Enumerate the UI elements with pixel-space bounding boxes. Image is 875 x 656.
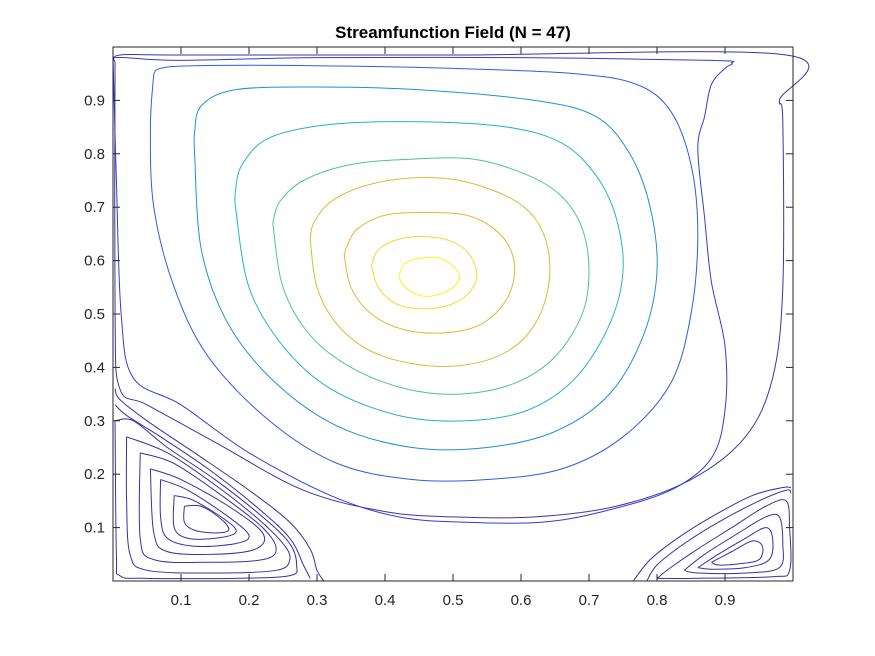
- primary-contour-line: [193, 86, 658, 451]
- contour-lines: [112, 51, 810, 582]
- bottom-right-contour-line: [656, 499, 792, 579]
- x-tick-labels: 0.1 0.2 0.3 0.4 0.5 0.6 0.7 0.8 0.9: [171, 592, 736, 609]
- bottom-right-contour-line: [683, 513, 784, 574]
- axes-box: [112, 46, 794, 582]
- y-tick-label: 0.5: [84, 306, 105, 323]
- y-tick-label: 0.8: [84, 146, 105, 163]
- x-tick-label: 0.4: [375, 592, 396, 609]
- y-tick-labels: 0.1 0.2 0.3 0.4 0.5 0.6 0.7 0.8 0.9: [84, 92, 105, 536]
- y-tick-label: 0.3: [84, 413, 105, 430]
- y-tick-label: 0.9: [84, 92, 105, 109]
- x-tick-label: 0.2: [239, 592, 260, 609]
- x-tick-label: 0.3: [307, 592, 328, 609]
- bottom-left-contour-line: [149, 468, 266, 556]
- y-tick-label: 0.7: [84, 199, 105, 216]
- x-tick-label: 0.7: [579, 592, 600, 609]
- bottom-right-contour-line: [632, 486, 792, 582]
- primary-contour-line: [113, 51, 810, 519]
- y-tick-label: 0.2: [84, 466, 105, 483]
- primary-contour-line: [234, 121, 624, 422]
- primary-contour-line: [370, 235, 478, 310]
- bottom-left-contour-line: [172, 495, 237, 540]
- y-tick-label: 0.1: [84, 520, 105, 537]
- axis-ticks: [113, 47, 793, 581]
- x-tick-label: 0.9: [715, 592, 736, 609]
- chart-title: Streamfunction Field (N = 47): [335, 23, 571, 42]
- bottom-left-contour-line: [114, 404, 311, 579]
- bottom-left-contour-line: [159, 479, 250, 548]
- primary-contour-line: [272, 157, 590, 395]
- bottom-right-contour-line: [697, 527, 774, 570]
- axes-background: [113, 47, 793, 581]
- bottom-left-contour-line: [114, 418, 298, 580]
- primary-contour-line: [149, 64, 699, 482]
- primary-contour-line: [112, 56, 735, 524]
- x-tick-label: 0.1: [171, 592, 192, 609]
- primary-contour-line: [309, 176, 551, 367]
- primary-contour-line: [343, 212, 516, 334]
- x-tick-label: 0.8: [647, 592, 668, 609]
- x-tick-label: 0.5: [443, 592, 464, 609]
- bottom-left-contour-line: [125, 436, 291, 574]
- bottom-left-contour-line: [183, 504, 230, 534]
- bottom-right-contour-line: [711, 540, 764, 566]
- y-tick-label: 0.6: [84, 253, 105, 270]
- y-tick-label: 0.4: [84, 359, 105, 376]
- bottom-left-contour-line: [138, 452, 277, 564]
- primary-contour-line: [398, 256, 461, 297]
- bottom-right-contour-line: [646, 489, 792, 582]
- x-tick-label: 0.6: [511, 592, 532, 609]
- bottom-left-contour-line: [114, 388, 325, 582]
